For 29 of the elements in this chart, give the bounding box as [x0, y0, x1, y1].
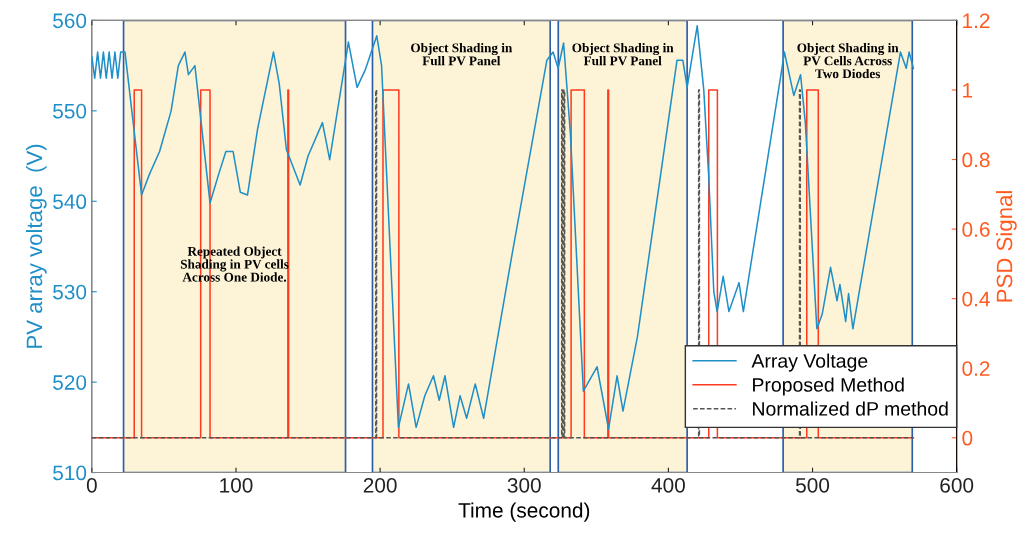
- band-label: Object Shading in Full PV Panel: [411, 43, 513, 66]
- y2-tick-label: 0.4: [962, 291, 990, 307]
- x-axis-title: Time (second): [458, 502, 590, 522]
- y2-tick-label: 0.8: [962, 152, 990, 168]
- x-tick-label: 100: [220, 477, 253, 493]
- y-tick-label: 510: [53, 465, 87, 481]
- legend-label: Normalized dP method: [753, 401, 948, 416]
- band-label: Object Shading in Full PV Panel: [572, 43, 674, 66]
- y2-tick-label: 1: [963, 83, 973, 98]
- x-tick-label: 600: [940, 477, 974, 493]
- y2-tick-label: 1.2: [963, 13, 990, 28]
- x-tick-label: 400: [651, 477, 685, 493]
- y-tick-label: 540: [53, 194, 87, 210]
- y2-axis-title: PSD Signal: [996, 191, 1017, 302]
- legend-label: Proposed Method: [753, 377, 904, 396]
- y-axis-title: PV array voltage (V): [25, 144, 47, 348]
- legend-label: Array Voltage: [751, 353, 868, 372]
- y2-tick-label: 0.2: [962, 361, 990, 376]
- x-tick-label: 0: [86, 477, 97, 493]
- y-tick-label: 530: [53, 284, 87, 300]
- x-tick-label: 500: [795, 477, 830, 493]
- y2-tick-label: 0.6: [962, 222, 990, 237]
- x-tick-label: 300: [507, 477, 541, 493]
- y-tick-label: 560: [53, 13, 87, 29]
- y-tick-label: 520: [53, 375, 87, 390]
- y2-tick-label: 0: [962, 430, 973, 446]
- band-label: Object Shading in PV Cells Across Two Diodes: [797, 43, 899, 79]
- x-tick-label: 200: [363, 477, 397, 493]
- y-tick-label: 550: [53, 103, 87, 119]
